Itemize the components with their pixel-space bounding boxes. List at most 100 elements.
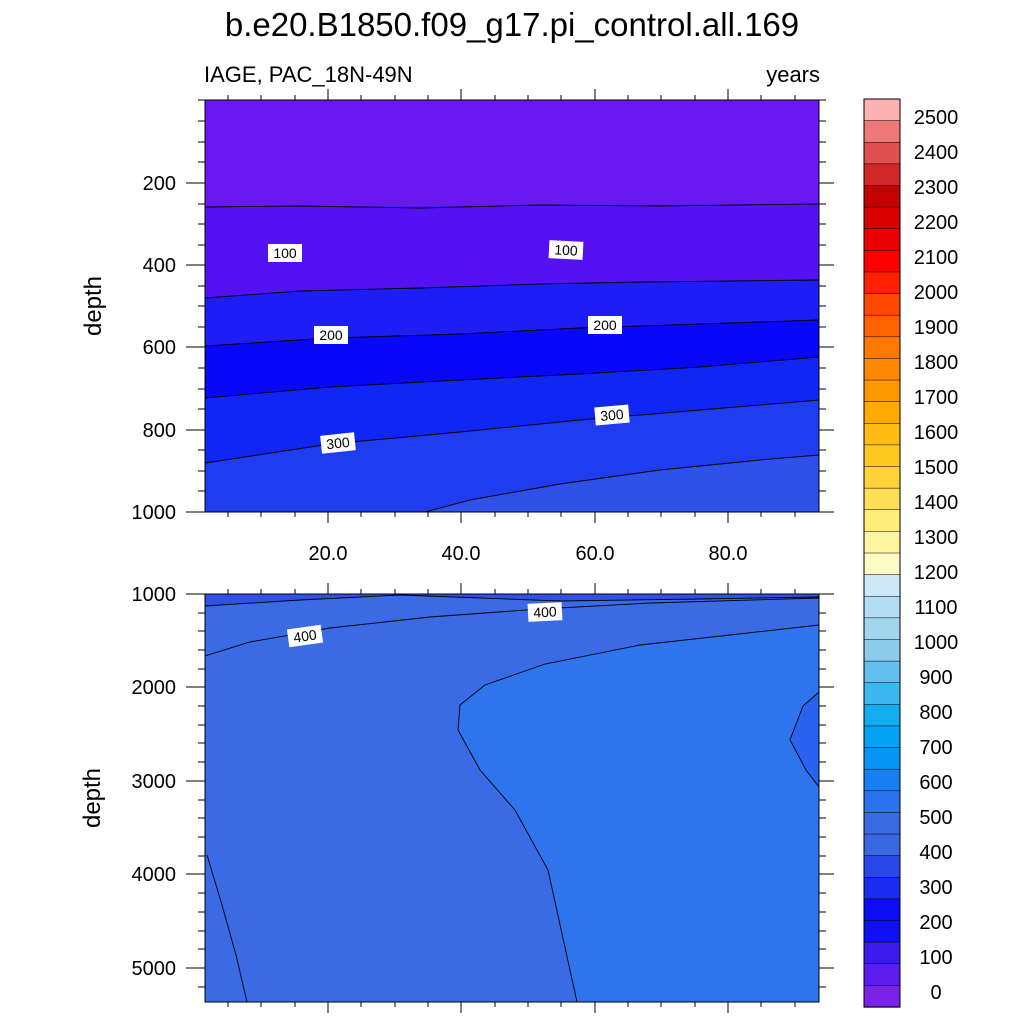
colorbar-label: 1700 xyxy=(914,387,959,409)
colorbar-box xyxy=(863,401,901,424)
colorbar-box xyxy=(863,704,901,727)
upper-y-axis-label: depth xyxy=(80,276,107,336)
colorbar-box xyxy=(863,358,901,381)
colorbar-label: 300 xyxy=(919,877,952,899)
colorbar-box xyxy=(863,574,901,597)
colorbar-label: 700 xyxy=(919,737,952,759)
colorbar-label: 1100 xyxy=(914,597,957,619)
contour-label: 400 xyxy=(292,626,318,645)
lower-y-tick-label: 3000 xyxy=(132,771,177,793)
colorbar-box xyxy=(863,855,901,878)
contour-label: 100 xyxy=(554,241,578,258)
upper-panel-fill xyxy=(205,100,819,512)
colorbar-label: 1900 xyxy=(914,317,959,339)
upper-y-tick-label: 800 xyxy=(143,420,176,442)
colorbar-label: 800 xyxy=(919,702,952,724)
contour-label: 200 xyxy=(593,317,617,333)
upper-y-tick-label: 600 xyxy=(143,337,176,359)
colorbar-label: 1000 xyxy=(914,632,959,654)
lower-y-tick-label: 5000 xyxy=(132,958,177,980)
colorbar-label: 2500 xyxy=(914,107,959,129)
colorbar-box xyxy=(863,768,901,792)
colorbar-box xyxy=(863,423,901,446)
colorbar-box xyxy=(863,271,901,295)
contour-label: 400 xyxy=(533,603,557,620)
colorbar-box xyxy=(863,185,901,208)
colorbar xyxy=(863,98,901,1008)
lower-y-axis-label: depth xyxy=(79,768,106,828)
colorbar-box xyxy=(863,920,901,943)
colorbar-label: 1400 xyxy=(914,492,959,514)
upper-y-tick-label: 400 xyxy=(143,255,176,277)
colorbar-box xyxy=(863,941,901,965)
colorbar-box xyxy=(863,250,901,273)
variable-region-label: IAGE, PAC_18N-49N xyxy=(204,62,413,87)
colorbar-box xyxy=(863,682,901,705)
lower-y-tick-label: 1000 xyxy=(132,584,177,606)
x-tick-label: 40.0 xyxy=(442,543,481,565)
colorbar-label: 1800 xyxy=(914,352,959,374)
lower-x-ticks xyxy=(227,583,796,1013)
lower-contour-labels: 400 400 xyxy=(286,602,563,648)
colorbar-box xyxy=(863,336,901,360)
colorbar-label: 1500 xyxy=(914,457,959,479)
colorbar-label: 2100 xyxy=(914,247,959,269)
colorbar-label: 1200 xyxy=(914,562,959,584)
colorbar-label: 100 xyxy=(919,947,952,969)
lower-panel-frame xyxy=(204,593,820,1003)
lower-panel-fill xyxy=(205,594,819,1002)
colorbar-box xyxy=(863,141,901,165)
colorbar-label: 2300 xyxy=(914,177,959,199)
lower-y-tick-label: 4000 xyxy=(132,864,177,886)
colorbar-box xyxy=(863,595,901,619)
colorbar-label: 2400 xyxy=(914,142,959,164)
colorbar-box xyxy=(863,833,901,857)
lower-y-tick-label: 2000 xyxy=(132,677,177,699)
colorbar-box xyxy=(863,293,901,316)
colorbar-box xyxy=(863,552,901,576)
page-title: b.e20.B1850.f09_g17.pi_control.all.169 xyxy=(224,6,800,43)
colorbar-box xyxy=(863,812,901,835)
colorbar-box xyxy=(863,877,901,900)
colorbar-label: 200 xyxy=(919,912,952,934)
colorbar-box xyxy=(863,487,901,511)
colorbar-box xyxy=(863,963,901,987)
colorbar-box xyxy=(863,531,901,554)
colorbar-box xyxy=(863,790,901,814)
x-tick-label: 60.0 xyxy=(576,543,615,565)
colorbar-label: 600 xyxy=(919,772,952,794)
colorbar-labels: 2500240023002200210020001900180017001600… xyxy=(914,107,959,1004)
colorbar-label: 400 xyxy=(919,842,952,864)
units-label: years xyxy=(766,62,820,87)
colorbar-label: 1300 xyxy=(914,527,959,549)
colorbar-box xyxy=(863,509,901,533)
colorbar-box xyxy=(863,985,901,1008)
colorbar-box xyxy=(863,747,901,770)
upper-y-tick-label: 1000 xyxy=(132,502,177,524)
colorbar-box xyxy=(863,898,901,922)
upper-y-tick-label: 200 xyxy=(143,173,176,195)
colorbar-box xyxy=(863,228,901,251)
contour-label: 200 xyxy=(319,327,343,343)
x-tick-label: 80.0 xyxy=(709,543,748,565)
contour-label: 100 xyxy=(273,245,297,261)
colorbar-box xyxy=(863,379,901,403)
colorbar-box xyxy=(863,660,901,684)
colorbar-box xyxy=(863,639,901,662)
contour-label: 300 xyxy=(326,434,351,452)
upper-y-ticks xyxy=(186,99,834,513)
colorbar-label: 1600 xyxy=(914,422,959,444)
colorbar-box xyxy=(863,444,901,468)
colorbar-box xyxy=(863,466,901,489)
colorbar-box xyxy=(863,98,901,122)
upper-contour-labels: 100 100 200 200 300 300 xyxy=(268,240,630,454)
colorbar-label: 900 xyxy=(919,667,952,689)
colorbar-box xyxy=(863,725,901,749)
contour-label: 300 xyxy=(600,406,625,424)
colorbar-box xyxy=(863,617,901,641)
colorbar-label: 0 xyxy=(930,982,941,1004)
colorbar-frame xyxy=(863,98,901,1008)
lower-y-ticks xyxy=(186,593,834,988)
colorbar-box xyxy=(863,206,901,230)
